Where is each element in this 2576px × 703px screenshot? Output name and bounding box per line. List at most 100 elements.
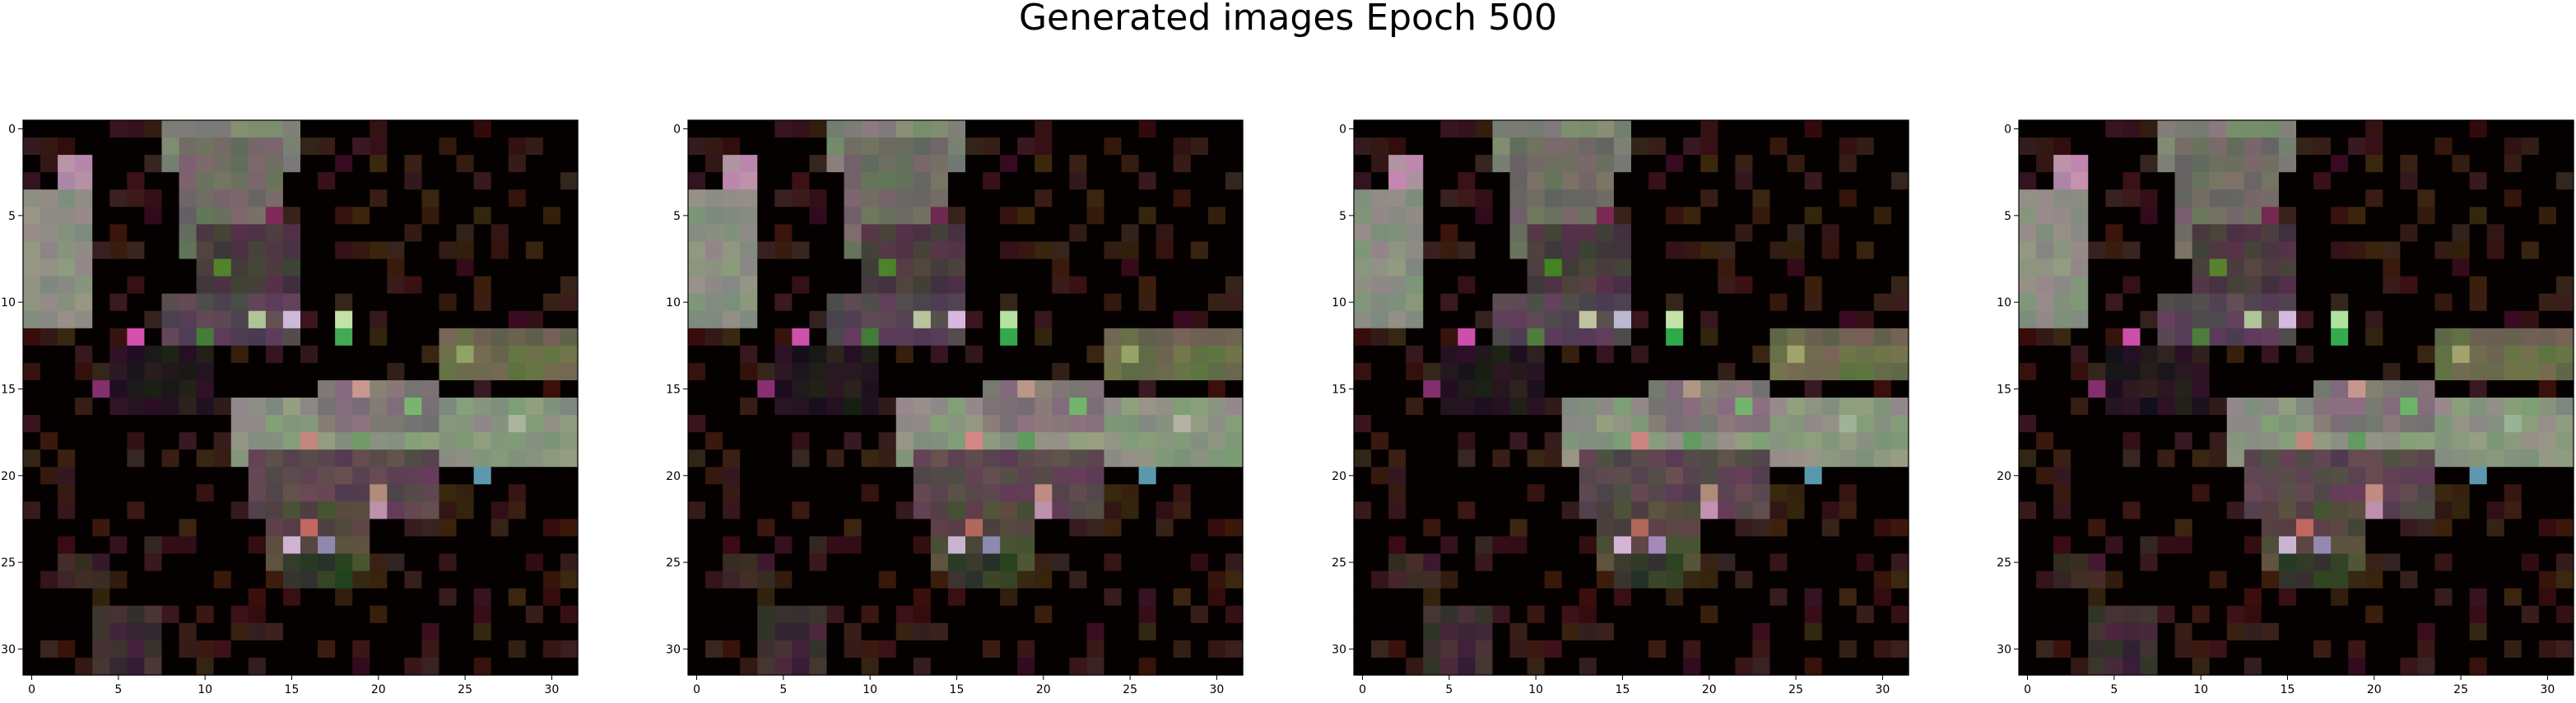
pixel bbox=[2296, 189, 2314, 207]
pixel bbox=[282, 467, 301, 485]
pixel bbox=[2538, 189, 2557, 207]
pixel bbox=[421, 467, 440, 485]
pixel bbox=[1666, 657, 1684, 676]
pixel bbox=[1804, 345, 1823, 364]
pixel bbox=[2331, 484, 2349, 502]
pixel bbox=[1086, 449, 1105, 468]
pixel bbox=[1000, 432, 1018, 450]
pixel bbox=[2452, 484, 2471, 502]
pixel bbox=[144, 519, 163, 538]
pixel bbox=[1631, 449, 1649, 468]
pixel bbox=[705, 310, 723, 329]
pixel bbox=[1648, 120, 1667, 138]
pixel bbox=[2486, 467, 2505, 485]
pixel bbox=[1458, 258, 1476, 277]
pixel bbox=[2383, 120, 2401, 138]
pixel bbox=[265, 120, 284, 138]
pixel bbox=[213, 553, 232, 572]
pixel bbox=[1155, 536, 1174, 555]
pixel bbox=[1890, 449, 1909, 468]
pixel bbox=[1596, 570, 1615, 589]
pixel bbox=[1155, 362, 1174, 381]
pixel bbox=[1890, 276, 1909, 295]
pixel bbox=[2036, 398, 2054, 416]
pixel bbox=[2296, 501, 2314, 520]
pixel bbox=[439, 398, 458, 416]
pixel bbox=[2036, 622, 2054, 641]
pixel bbox=[2140, 328, 2159, 347]
pixel bbox=[1155, 310, 1174, 329]
y-tick-label: 0 bbox=[8, 123, 16, 137]
pixel bbox=[1492, 189, 1511, 207]
pixel bbox=[387, 189, 405, 207]
pixel bbox=[2244, 398, 2262, 416]
pixel bbox=[387, 258, 405, 277]
pixel bbox=[230, 241, 249, 260]
pixel bbox=[2209, 553, 2228, 572]
pixel bbox=[1613, 398, 1632, 416]
pixel bbox=[421, 536, 440, 555]
pixel bbox=[2226, 379, 2245, 398]
pixel bbox=[705, 207, 723, 225]
pixel bbox=[404, 484, 423, 502]
pixel bbox=[318, 258, 336, 277]
pixel bbox=[2555, 553, 2574, 572]
pixel bbox=[1839, 570, 1858, 589]
pixel bbox=[2348, 120, 2366, 138]
pixel bbox=[2244, 241, 2262, 260]
pixel bbox=[1086, 519, 1105, 538]
pixel bbox=[1440, 137, 1458, 156]
pixel bbox=[1458, 553, 1476, 572]
pixel bbox=[40, 449, 58, 468]
pixel bbox=[2434, 241, 2453, 260]
pixel bbox=[740, 379, 758, 398]
pixel bbox=[2140, 415, 2159, 433]
pixel bbox=[230, 484, 249, 502]
pixel bbox=[930, 640, 949, 659]
pixel bbox=[1804, 189, 1823, 207]
pixel bbox=[1475, 467, 1494, 485]
pixel bbox=[1423, 415, 1441, 433]
pixel bbox=[439, 379, 458, 398]
pixel bbox=[2521, 189, 2540, 207]
pixel bbox=[1104, 241, 1123, 260]
pixel bbox=[2053, 224, 2071, 243]
pixel bbox=[508, 120, 527, 138]
pixel bbox=[1683, 467, 1701, 485]
pixel bbox=[1561, 293, 1580, 312]
pixel bbox=[1561, 588, 1580, 607]
pixel bbox=[740, 155, 758, 173]
pixel bbox=[230, 189, 249, 207]
pixel bbox=[439, 570, 458, 589]
pixel bbox=[983, 172, 1001, 190]
pixel bbox=[1017, 207, 1035, 225]
pixel bbox=[1873, 137, 1892, 156]
pixel bbox=[439, 276, 458, 295]
pixel bbox=[2244, 536, 2262, 555]
pixel bbox=[1735, 241, 1754, 260]
pixel bbox=[1596, 467, 1615, 485]
pixel bbox=[560, 120, 579, 138]
pixel bbox=[127, 328, 146, 347]
pixel bbox=[861, 432, 880, 450]
pixel bbox=[1509, 432, 1528, 450]
pixel bbox=[965, 258, 983, 277]
pixel bbox=[2209, 588, 2228, 607]
pixel bbox=[1225, 189, 1244, 207]
pixel bbox=[335, 172, 353, 190]
pixel bbox=[1354, 137, 1372, 156]
pixel bbox=[1388, 379, 1407, 398]
pixel bbox=[2278, 398, 2297, 416]
pixel bbox=[1225, 345, 1244, 364]
pixel bbox=[1787, 276, 1806, 295]
pixel bbox=[1017, 588, 1035, 607]
pixel bbox=[421, 362, 440, 381]
pixel bbox=[2383, 172, 2401, 190]
pixel bbox=[1458, 519, 1476, 538]
pixel bbox=[705, 501, 723, 520]
pixel bbox=[542, 519, 561, 538]
pixel bbox=[1017, 258, 1035, 277]
pixel bbox=[2261, 207, 2280, 225]
pixel bbox=[2365, 588, 2383, 607]
pixel bbox=[2209, 415, 2228, 433]
